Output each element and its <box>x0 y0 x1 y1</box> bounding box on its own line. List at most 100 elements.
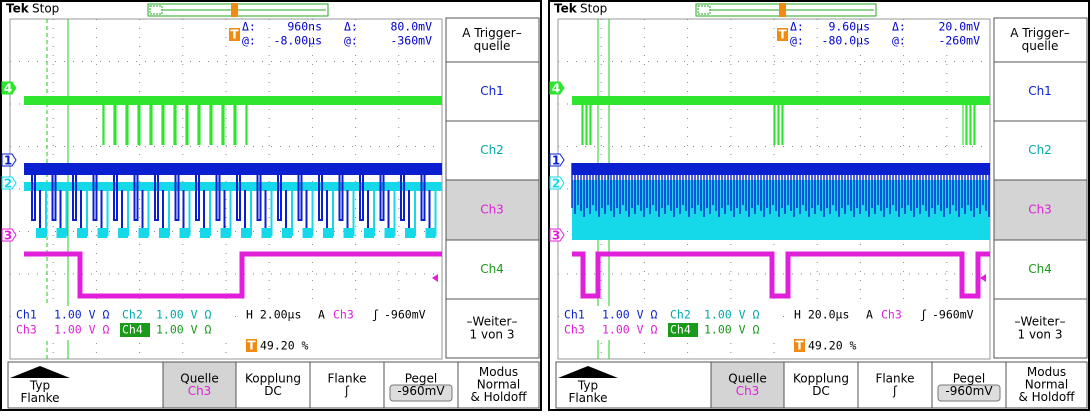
trace-ch2-pulse <box>98 228 108 238</box>
readout-label: Δ: <box>790 20 804 34</box>
channel-marker-label: 2 <box>552 177 560 191</box>
trace-ch2-pulse <box>426 228 436 238</box>
trace-ch2-pulse <box>323 228 333 238</box>
side-menu-label[interactable]: Ch2 <box>480 143 504 157</box>
bottom-menu-label[interactable]: DC <box>812 384 830 398</box>
trace-ch2-pulse <box>57 228 67 238</box>
side-menu-label: A Trigger– <box>462 26 521 40</box>
bottom-menu-label[interactable]: Ch3 <box>188 384 212 398</box>
trace-ch2-pulse <box>303 228 313 238</box>
status-scale: 1.00 V Ω <box>602 323 657 337</box>
trace-ch2-pulse <box>385 228 395 238</box>
readout-value: 960ns <box>287 20 322 34</box>
status-ch: Ch1 <box>16 308 37 322</box>
status-level: -960mV <box>932 308 974 322</box>
trace-ch4 <box>24 96 442 105</box>
trace-ch2-pulse <box>77 228 87 238</box>
side-menu-label[interactable]: Ch4 <box>1028 262 1052 276</box>
bottom-menu-label[interactable]: -960mV <box>945 384 993 398</box>
status-marker: T <box>795 339 804 353</box>
trace-ch2-pulse <box>262 228 272 238</box>
record-trigger <box>779 3 786 17</box>
bottom-menu-label[interactable]: DC <box>264 384 282 398</box>
side-menu-label[interactable]: Ch1 <box>480 84 504 98</box>
trace-ch2-pulse <box>159 228 169 238</box>
bottom-menu-label[interactable]: -960mV <box>397 384 445 398</box>
trace-ch1-band <box>24 163 442 175</box>
bottom-menu-label[interactable]: & Holdoff <box>1018 390 1075 404</box>
status-ch: Ch4 <box>122 323 143 337</box>
acq-state: Stop <box>32 2 59 16</box>
status-ch: Ch3 <box>564 323 585 337</box>
trace-ch2-pulse <box>200 228 210 238</box>
trigger-marker: T <box>230 28 239 42</box>
bottom-menu-label[interactable]: Flanke <box>20 391 59 405</box>
channel-marker-label: 4 <box>4 82 12 96</box>
status-trigger-source: Ch3 <box>333 308 354 322</box>
side-menu-label[interactable]: Ch3 <box>480 203 504 217</box>
channel-marker-label: 4 <box>552 82 560 96</box>
trace-ch2-pulse <box>221 228 231 238</box>
trace-ch2-pulse <box>241 228 251 238</box>
readout-value: -8.00µs <box>274 34 322 48</box>
status-slope: ʃ <box>372 308 379 322</box>
readout-label: @: <box>242 34 256 48</box>
side-menu-label[interactable]: –Weiter– <box>467 315 518 329</box>
side-menu-label[interactable]: 1 von 3 <box>1018 328 1063 342</box>
bottom-menu-label[interactable]: & Holdoff <box>470 390 527 404</box>
trigger-marker: T <box>778 28 787 42</box>
bottom-menu-label[interactable]: Flanke <box>568 391 607 405</box>
readout-label: @: <box>892 34 906 48</box>
trace-ch2-pulse <box>344 228 354 238</box>
trace-ch4 <box>572 96 990 105</box>
status-scale: 1.00 V Ω <box>156 323 211 337</box>
trace-ch2-pulse <box>282 228 292 238</box>
page: {"panels": [ {"brand": "Tek", "state": "… <box>0 0 1091 412</box>
trace-ch2-pulse <box>118 228 128 238</box>
side-menu-label: A Trigger– <box>1010 26 1069 40</box>
side-menu-label: quelle <box>474 39 511 53</box>
record-trigger <box>231 3 238 17</box>
channel-marker-label: 1 <box>552 154 560 168</box>
status-ch: Ch1 <box>564 308 585 322</box>
status-scale: 1.00 V Ω <box>54 323 109 337</box>
trace-ch1-band <box>572 163 990 175</box>
trace-ch2-pulse <box>364 228 374 238</box>
readout-value: 80.0mV <box>390 20 432 34</box>
side-menu-label[interactable]: Ch2 <box>1028 143 1052 157</box>
trace-ch2-pulse <box>405 228 415 238</box>
status-horizontal: H 20.0µs <box>794 308 849 322</box>
side-menu-label[interactable]: Ch4 <box>480 262 504 276</box>
readout-value: -260mV <box>938 34 980 48</box>
status-scale: 1.00 V Ω <box>156 308 211 322</box>
side-menu-label[interactable]: Ch1 <box>1028 84 1052 98</box>
status-level: -960mV <box>384 308 426 322</box>
acq-state: Stop <box>580 2 607 16</box>
side-menu-label[interactable]: Ch3 <box>1028 203 1052 217</box>
side-menu-label[interactable]: –Weiter– <box>1015 315 1066 329</box>
trace-ch2-band <box>24 182 442 191</box>
readout-value: -360mV <box>390 34 432 48</box>
channel-marker-label: 1 <box>4 154 12 168</box>
status-horizontal: H 2.00µs <box>246 308 301 322</box>
status-ch: Ch4 <box>670 323 691 337</box>
status-ch: Ch2 <box>670 308 691 322</box>
screenshot: TekStop4123TΔ:@:Δ:@:960ns-8.00µs80.0mV-3… <box>0 0 1091 412</box>
brand: Tek <box>554 2 578 16</box>
trace-ch2-pulse <box>139 228 149 238</box>
readout-value: -80.0µs <box>822 34 870 48</box>
channel-marker-label: 3 <box>552 229 560 243</box>
side-menu-label[interactable]: 1 von 3 <box>470 328 515 342</box>
status-ch: Ch3 <box>16 323 37 337</box>
status-position: 49.20 % <box>260 339 309 353</box>
trace-ch2-pulse <box>180 228 190 238</box>
bottom-menu-label[interactable]: Ch3 <box>736 384 760 398</box>
status-trigger-source: Ch3 <box>881 308 902 322</box>
status-position: 49.20 % <box>808 339 857 353</box>
channel-marker-label: 2 <box>4 177 12 191</box>
readout-label: Δ: <box>892 20 906 34</box>
status-slope: ʃ <box>920 308 927 322</box>
status-scale: 1.00 V Ω <box>602 308 657 322</box>
status-ch: Ch2 <box>122 308 143 322</box>
